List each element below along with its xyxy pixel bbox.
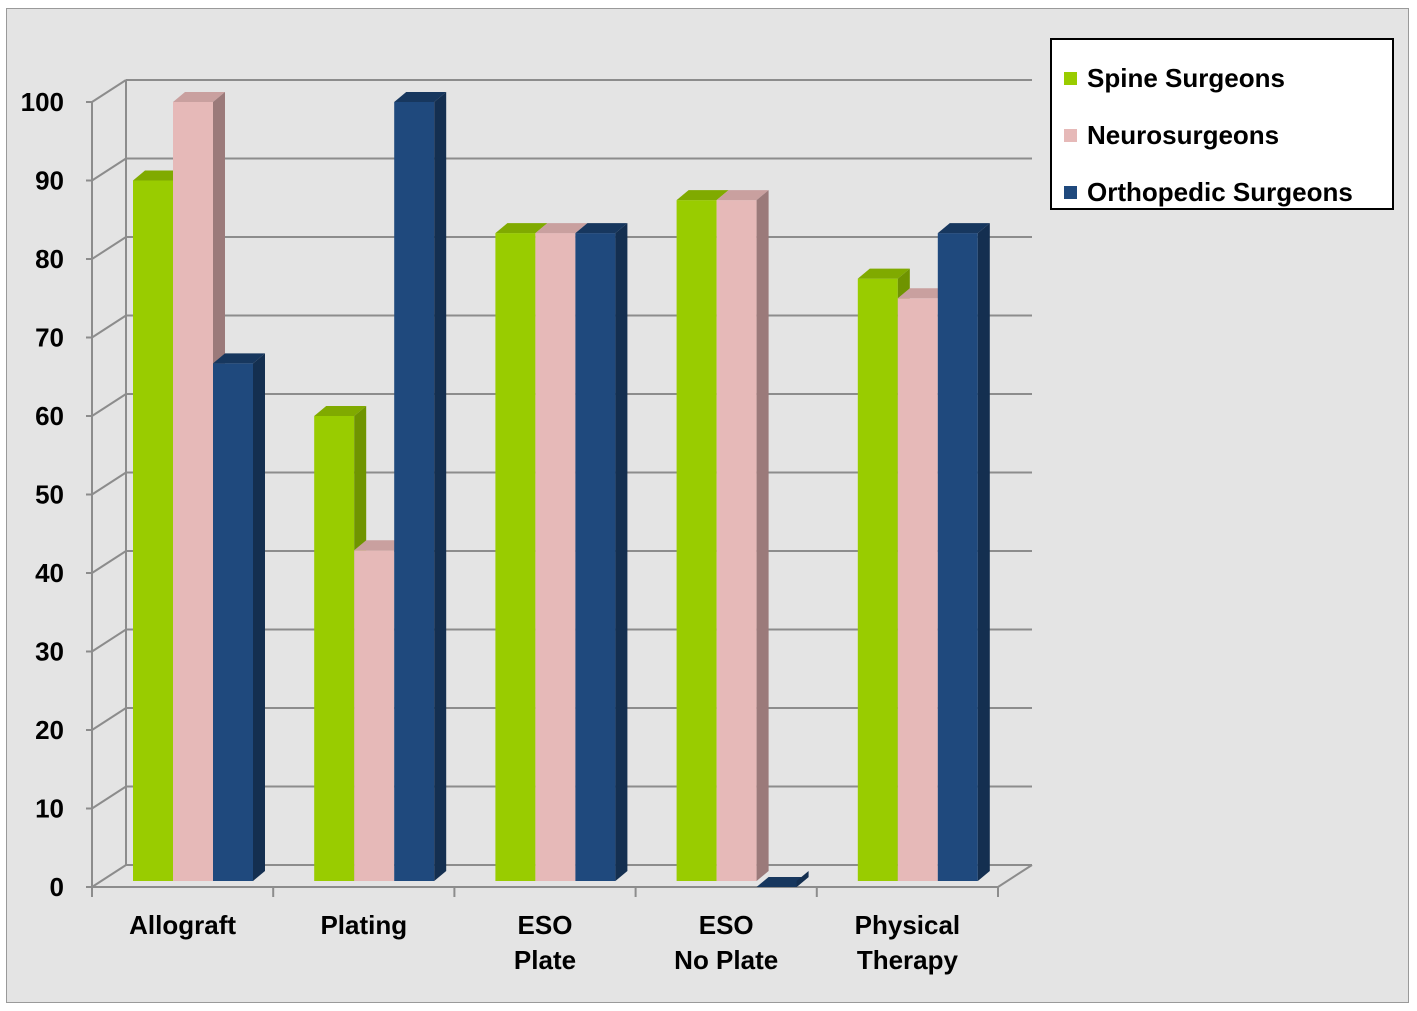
legend-item-neuro: Neurosurgeons xyxy=(1052,107,1392,164)
bar xyxy=(897,288,950,881)
bar xyxy=(716,190,769,881)
bar xyxy=(133,170,185,881)
category-label: Plate xyxy=(514,945,576,975)
gridline-depth xyxy=(91,628,127,653)
bar xyxy=(354,540,407,881)
legend: Spine Surgeons Neurosurgeons Orthopedic … xyxy=(1050,38,1394,210)
category-label: ESO xyxy=(699,910,754,940)
y-tick-labels: 0 10 20 30 40 50 60 70 80 90 100 xyxy=(21,87,64,902)
gridline-depth xyxy=(91,236,127,260)
category-label: ESO xyxy=(518,910,573,940)
y-tick-label: 0 xyxy=(50,872,64,902)
bar xyxy=(756,871,809,887)
legend-swatch-ortho xyxy=(1064,186,1077,199)
gridline-depth xyxy=(91,550,127,574)
bar xyxy=(535,223,588,882)
gridline-depth xyxy=(91,471,127,496)
bar xyxy=(213,353,265,881)
bar xyxy=(394,92,447,881)
gridline-depth xyxy=(91,393,127,417)
legend-swatch-neuro xyxy=(1064,129,1077,142)
legend-item-ortho: Orthopedic Surgeons xyxy=(1052,164,1392,221)
bars xyxy=(133,92,990,887)
y-tick-label: 60 xyxy=(35,401,64,431)
category-labels: Allograft Plating ESO Plate ESO No Plate Physi… xyxy=(129,910,960,975)
category-label: Plating xyxy=(320,910,407,940)
bar xyxy=(314,406,367,881)
axes xyxy=(86,80,1033,897)
legend-item-spine: Spine Surgeons xyxy=(1052,50,1392,107)
gridline-depth xyxy=(91,785,127,810)
gridline-depth xyxy=(91,864,127,888)
y-tick-label: 40 xyxy=(35,558,64,588)
category-label: Physical xyxy=(855,910,961,940)
gridline-depth xyxy=(91,157,127,182)
x-axis-depth xyxy=(997,864,1033,888)
y-tick-label: 100 xyxy=(21,87,64,117)
bar xyxy=(676,190,729,881)
y-tick-label: 70 xyxy=(35,323,64,353)
bar xyxy=(937,223,990,882)
legend-label-spine: Spine Surgeons xyxy=(1087,63,1285,93)
y-tick-label: 20 xyxy=(35,715,64,745)
bar xyxy=(495,223,548,882)
category-label: No Plate xyxy=(674,945,778,975)
y-tick-label: 30 xyxy=(35,637,64,667)
gridline-depth xyxy=(91,79,127,103)
legend-swatch-spine xyxy=(1064,72,1077,85)
category-label: Allograft xyxy=(129,910,236,940)
y-tick-label: 50 xyxy=(35,480,64,510)
legend-label-ortho: Orthopedic Surgeons xyxy=(1087,177,1353,207)
bar xyxy=(575,223,628,882)
y-tick-label: 90 xyxy=(35,166,64,196)
gridline-depth xyxy=(91,314,127,339)
gridline-depth xyxy=(91,707,127,731)
y-tick-label: 10 xyxy=(35,794,64,824)
y-tick-label: 80 xyxy=(35,244,64,274)
category-label: Therapy xyxy=(857,945,959,975)
legend-label-neuro: Neurosurgeons xyxy=(1087,120,1280,150)
